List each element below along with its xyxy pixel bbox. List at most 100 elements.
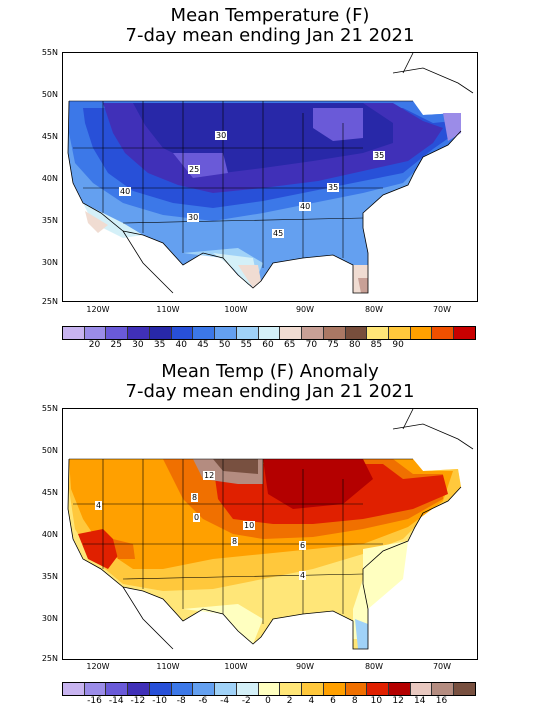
colorbar-swatch: [432, 327, 455, 339]
top-contour-label: 35: [327, 183, 340, 192]
colorbar-swatch: [106, 683, 129, 695]
top-lat-label: 25N: [41, 297, 58, 306]
colorbar-swatch: [389, 683, 411, 695]
colorbar-swatch: [149, 683, 172, 695]
colorbar-tick-label: 20: [88, 340, 101, 350]
bottom-map-subtitle: 7-day mean ending Jan 21 2021: [125, 381, 415, 402]
colorbar-swatch: [302, 327, 324, 339]
bottom-lon-label: 120W: [86, 662, 110, 671]
colorbar-swatch: [258, 327, 281, 339]
bottom-contour-label: 0: [193, 513, 201, 522]
top-contour-label: 30: [215, 131, 228, 140]
bottom-lon-label: 90W: [295, 662, 315, 671]
top-lon-label: 70W: [432, 305, 452, 314]
colorbar-tick-label: -2: [241, 696, 251, 706]
colorbar-swatch: [63, 327, 85, 339]
colorbar-swatch: [171, 327, 194, 339]
colorbar-swatch: [345, 683, 368, 695]
colorbar-tick-label: 8: [351, 696, 358, 706]
bottom-lat-label: 25N: [41, 654, 58, 663]
top-lat-label: 45N: [41, 132, 58, 141]
colorbar-tick-label: 55: [240, 340, 253, 350]
top-contour-label: 25: [188, 165, 201, 174]
colorbar-tick-label: 35: [153, 340, 166, 350]
colorbar-swatch: [454, 683, 475, 695]
colorbar-swatch: [389, 327, 411, 339]
bottom-lat-label: 45N: [41, 488, 58, 497]
colorbar-swatch: [84, 327, 107, 339]
colorbar-tick-label: 80: [349, 340, 361, 350]
colorbar-swatch: [215, 327, 237, 339]
colorbar-swatch: [280, 327, 303, 339]
colorbar-tick-label: 90: [392, 340, 404, 350]
bottom-anomaly-map: [67, 409, 474, 650]
top-lat-label: 40N: [41, 174, 58, 183]
colorbar-tick-label: 6: [330, 696, 336, 706]
bottom-lat-label: 30N: [41, 614, 58, 623]
top-map-panel: 30 25 40 35 30 40 35 45: [62, 52, 478, 302]
top-lon-label: 110W: [156, 305, 180, 314]
bottom-contour-label: 10: [243, 521, 256, 530]
top-lon-label: 90W: [295, 305, 315, 314]
colorbar-tick-label: -4: [220, 696, 230, 706]
colorbar-tick-label: 25: [110, 340, 122, 350]
colorbar-tick-label: 45: [197, 340, 209, 350]
colorbar-swatch: [171, 683, 194, 695]
bottom-lon-label: 110W: [156, 662, 180, 671]
colorbar-tick-label: -6: [198, 696, 208, 706]
bottom-lat-label: 55N: [41, 404, 58, 413]
colorbar-tick-label: 12: [392, 696, 404, 706]
colorbar-tick-label: 16: [435, 696, 448, 706]
colorbar-swatch: [323, 683, 346, 695]
bottom-contour-label: 8: [231, 537, 239, 546]
top-contour-label: 30: [187, 213, 200, 222]
colorbar-tick-label: 70: [305, 340, 318, 350]
colorbar-swatch: [128, 327, 150, 339]
colorbar-tick-label: 2: [286, 696, 293, 706]
bottom-map-panel: 12 8 4 0 10 8 6 4: [62, 408, 478, 660]
colorbar-swatch: [410, 327, 433, 339]
colorbar-swatch: [193, 683, 216, 695]
colorbar-tick-label: 50: [218, 340, 231, 350]
top-us-filled-region: [68, 101, 461, 293]
bottom-lon-label: 100W: [224, 662, 248, 671]
colorbar-swatch: [345, 327, 368, 339]
top-contour-label: 45: [272, 229, 285, 238]
colorbar-swatch: [323, 327, 346, 339]
bottom-map-title: Mean Temp (F) Anomaly: [161, 361, 379, 382]
top-contour-label: 40: [119, 187, 132, 196]
top-lat-label: 30N: [41, 258, 58, 267]
top-map-title: Mean Temperature (F): [170, 5, 370, 26]
colorbar-swatch: [367, 327, 390, 339]
top-contour-label: 40: [299, 202, 312, 211]
colorbar-swatch: [149, 327, 172, 339]
top-lon-label: 120W: [86, 305, 110, 314]
bottom-coastlines: [67, 409, 474, 650]
top-lon-label: 100W: [224, 305, 248, 314]
bottom-contour-label: 4: [299, 571, 307, 580]
colorbar-swatch: [302, 683, 324, 695]
colorbar-tick-label: -10: [152, 696, 167, 706]
colorbar-tick-label: 85: [370, 340, 383, 350]
colorbar-swatch: [215, 683, 237, 695]
colorbar-swatch: [63, 683, 85, 695]
bottom-lon-label: 70W: [432, 662, 452, 671]
top-colorbar: [62, 326, 476, 340]
colorbar-swatch: [367, 683, 390, 695]
bottom-us-filled-region: [68, 459, 461, 649]
colorbar-swatch: [128, 683, 150, 695]
bottom-lat-label: 50N: [41, 446, 58, 455]
colorbar-tick-label: -16: [87, 696, 102, 706]
colorbar-tick-label: 40: [175, 340, 187, 350]
bottom-contour-label: 12: [203, 471, 216, 480]
colorbar-tick-label: 65: [283, 340, 296, 350]
bottom-colorbar: [62, 682, 476, 696]
top-lat-label: 35N: [41, 216, 58, 225]
colorbar-tick-label: -8: [176, 696, 186, 706]
colorbar-swatch: [410, 683, 433, 695]
colorbar-tick-label: 4: [308, 696, 315, 706]
top-contour-label: 35: [373, 151, 386, 160]
colorbar-swatch: [236, 683, 259, 695]
colorbar-swatch: [236, 327, 259, 339]
colorbar-tick-label: 30: [132, 340, 144, 350]
